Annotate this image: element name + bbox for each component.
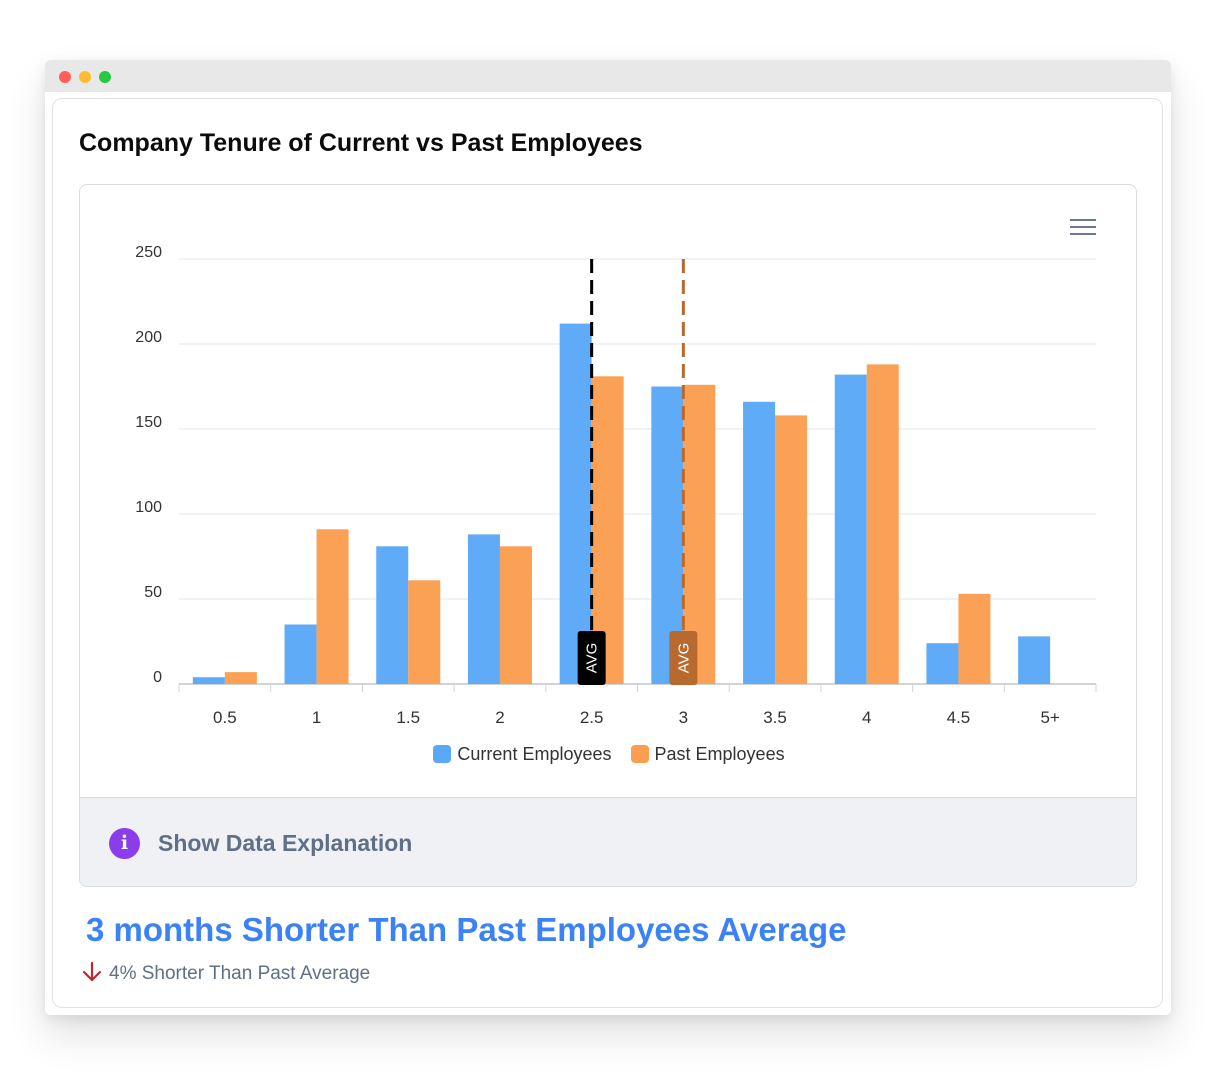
summary-subline: 4% Shorter Than Past Average [81, 961, 370, 985]
legend-item-current[interactable]: Current Employees [433, 744, 612, 765]
legend-item-past[interactable]: Past Employees [630, 744, 785, 765]
avg-label: AVG [675, 643, 692, 674]
y-tick-label: 0 [153, 669, 162, 686]
y-tick-label: 250 [135, 244, 162, 261]
bar-past-employees [224, 672, 257, 684]
summary-headline: 3 months Shorter Than Past Employees Ave… [86, 911, 847, 948]
y-tick-label: 150 [135, 414, 162, 431]
bar-current-employees [376, 546, 409, 684]
card-title: Company Tenure of Current vs Past Employ… [79, 129, 643, 157]
x-tick-label: 2 [495, 708, 504, 727]
avg-label: AVG [584, 643, 601, 674]
legend-swatch-current [433, 745, 452, 763]
bar-current-employees [559, 323, 592, 684]
y-tick-label: 200 [135, 329, 162, 346]
legend-label-past: Past Employees [654, 744, 785, 764]
explanation-label: Show Data Explanation [158, 830, 413, 856]
bar-current-employees [284, 624, 317, 684]
x-tick-label: 5+ [1040, 708, 1059, 727]
close-window-button[interactable] [59, 71, 71, 83]
bar-current-employees [743, 401, 776, 684]
down-arrow-icon [82, 961, 102, 982]
tenure-card: Company Tenure of Current vs Past Employ… [52, 98, 1163, 1008]
window-titlebar [45, 60, 1171, 92]
bar-past-employees [499, 546, 532, 684]
bar-current-employees [192, 677, 225, 684]
bar-current-employees [1018, 636, 1051, 684]
bar-current-employees [834, 374, 867, 684]
legend-label-current: Current Employees [457, 744, 612, 764]
app-window: Company Tenure of Current vs Past Employ… [45, 60, 1171, 1015]
y-tick-label: 100 [135, 499, 162, 516]
chart-legend: Current Employees Past Employees [80, 744, 1136, 768]
avg-label-box [577, 631, 606, 685]
x-tick-label: 1 [312, 708, 321, 727]
bar-chart: 0 50 100 150 200 250 0.5 1 1.5 2 2.5 3 3.5 4 4.5 5+ AVG A… [135, 244, 1097, 727]
bar-past-employees [408, 580, 441, 684]
bar-past-employees [316, 529, 349, 684]
bar-current-employees [467, 534, 500, 684]
x-tick-label: 4 [862, 708, 871, 727]
x-tick-label: 3 [679, 708, 688, 727]
legend-swatch-past [630, 745, 649, 763]
bar-past-employees [866, 364, 899, 684]
bar-past-employees [775, 415, 808, 684]
x-tick-label: 4.5 [947, 708, 971, 727]
avg-label-box [669, 631, 698, 685]
info-icon: i [109, 828, 140, 859]
y-tick-label: 50 [144, 584, 162, 601]
x-tick-label: 0.5 [213, 708, 237, 727]
summary-subline-text: 4% Shorter Than Past Average [109, 963, 371, 984]
x-tick-label: 1.5 [396, 708, 420, 727]
maximize-window-button[interactable] [99, 71, 111, 83]
chart-container: 0 50 100 150 200 250 0.5 1 1.5 2 2.5 3 3.5 4 4.5 5+ AVG A… [79, 184, 1137, 887]
chart-menu-icon[interactable] [1070, 219, 1096, 239]
bar-current-employees [926, 643, 959, 684]
minimize-window-button[interactable] [79, 71, 91, 83]
show-data-explanation-button[interactable]: i Show Data Explanation [80, 797, 1136, 886]
x-tick-label: 2.5 [580, 708, 604, 727]
x-tick-label: 3.5 [763, 708, 787, 727]
bar-past-employees [958, 593, 991, 684]
